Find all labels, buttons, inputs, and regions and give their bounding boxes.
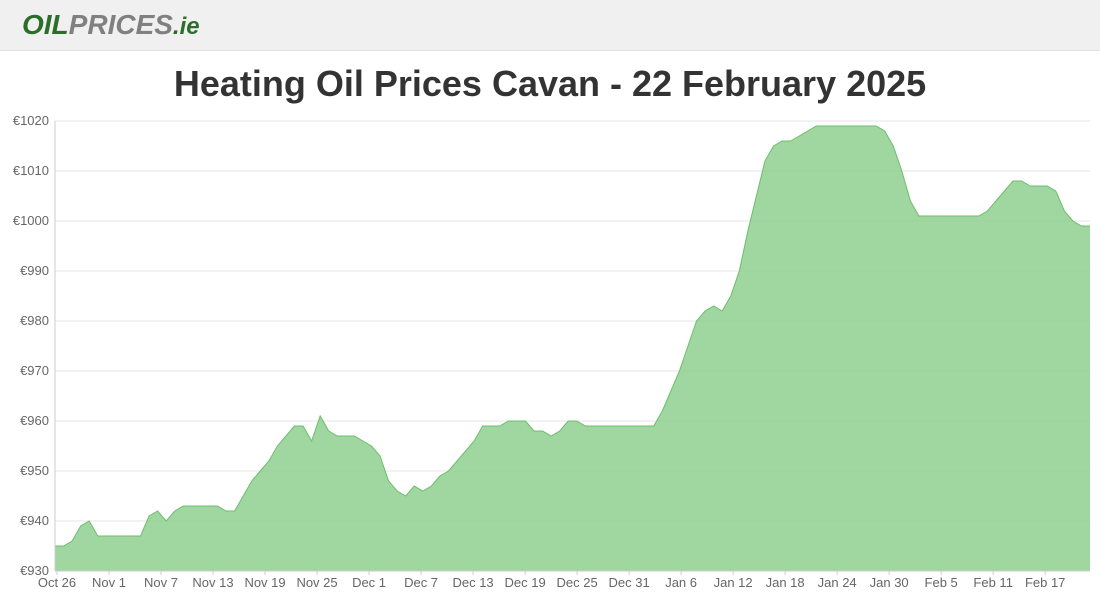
x-tick-label: Jan 30 — [870, 575, 909, 590]
x-tick-label: Dec 13 — [452, 575, 493, 590]
y-tick-label: €1010 — [13, 163, 49, 178]
x-tick-label: Jan 24 — [818, 575, 857, 590]
x-tick-label: Nov 25 — [296, 575, 337, 590]
x-tick-label: Dec 7 — [404, 575, 438, 590]
x-tick-label: Jan 6 — [665, 575, 697, 590]
area-fill — [55, 126, 1090, 571]
logo-prices: PRICES — [69, 9, 173, 40]
x-tick-label: Dec 31 — [609, 575, 650, 590]
x-tick-label: Nov 13 — [192, 575, 233, 590]
x-tick-label: Dec 19 — [504, 575, 545, 590]
x-tick-label: Feb 17 — [1025, 575, 1065, 590]
page-title: Heating Oil Prices Cavan - 22 February 2… — [0, 63, 1100, 105]
price-chart: €930€940€950€960€970€980€990€1000€1010€1… — [0, 111, 1100, 600]
logo-oil: OIL — [22, 9, 69, 40]
x-tick-label: Nov 19 — [244, 575, 285, 590]
x-tick-label: Jan 18 — [766, 575, 805, 590]
y-tick-label: €960 — [20, 413, 49, 428]
logo[interactable]: OILPRICES.ie — [22, 9, 200, 41]
y-tick-label: €990 — [20, 263, 49, 278]
header-bar: OILPRICES.ie — [0, 0, 1100, 51]
x-tick-label: Feb 11 — [973, 575, 1013, 590]
x-tick-label: Nov 7 — [144, 575, 178, 590]
x-tick-label: Jan 12 — [714, 575, 753, 590]
logo-ie: .ie — [173, 13, 200, 40]
chart-svg: €930€940€950€960€970€980€990€1000€1010€1… — [0, 111, 1100, 600]
x-tick-label: Nov 1 — [92, 575, 126, 590]
x-tick-label: Oct 26 — [38, 575, 76, 590]
y-tick-label: €1020 — [13, 113, 49, 128]
y-tick-label: €1000 — [13, 213, 49, 228]
x-tick-label: Dec 25 — [556, 575, 597, 590]
y-tick-label: €970 — [20, 363, 49, 378]
x-tick-label: Dec 1 — [352, 575, 386, 590]
y-tick-label: €950 — [20, 463, 49, 478]
y-tick-label: €940 — [20, 513, 49, 528]
x-tick-label: Feb 5 — [925, 575, 958, 590]
y-tick-label: €980 — [20, 313, 49, 328]
